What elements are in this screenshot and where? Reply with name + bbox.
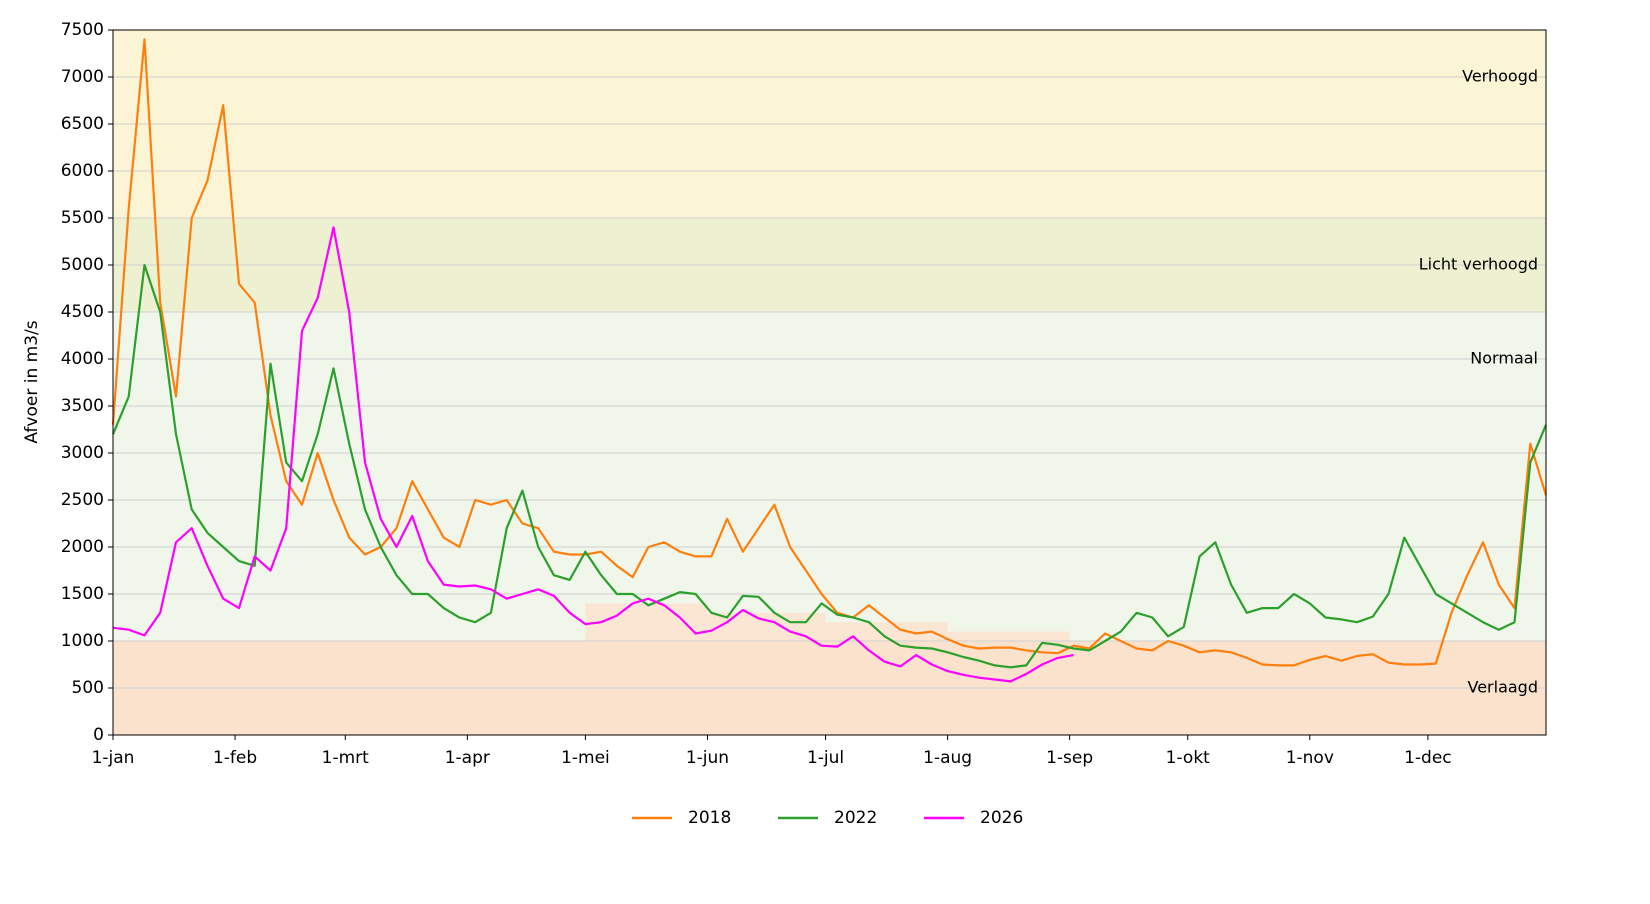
x-tick-label: 1-apr bbox=[445, 748, 490, 768]
legend-label: 2022 bbox=[834, 808, 877, 828]
threshold-step bbox=[585, 603, 708, 641]
y-tick-label: 7000 bbox=[61, 67, 104, 87]
band-label: Verlaagd bbox=[1468, 678, 1539, 697]
band bbox=[113, 312, 1546, 641]
x-tick-label: 1-mrt bbox=[322, 748, 369, 768]
x-tick-label: 1-jul bbox=[807, 748, 844, 768]
y-tick-label: 2000 bbox=[61, 537, 104, 557]
x-tick-label: 1-nov bbox=[1286, 748, 1334, 768]
y-tick-label: 6500 bbox=[61, 114, 104, 134]
x-tick-label: 1-aug bbox=[923, 748, 972, 768]
threshold-step bbox=[947, 631, 1070, 641]
y-tick-label: 2500 bbox=[61, 490, 104, 510]
band-label: Licht verhoogd bbox=[1419, 255, 1538, 274]
legend-label: 2018 bbox=[688, 808, 731, 828]
x-tick-label: 1-mei bbox=[561, 748, 610, 768]
series-line bbox=[111, 38, 1548, 667]
x-tick-label: 1-sep bbox=[1046, 748, 1093, 768]
y-tick-label: 4500 bbox=[61, 302, 104, 322]
y-tick-label: 7500 bbox=[61, 20, 104, 40]
y-tick-label: 3500 bbox=[61, 396, 104, 416]
x-tick-label: 1-okt bbox=[1166, 748, 1211, 768]
lines bbox=[111, 38, 1548, 683]
y-axis-label: Afvoer in m3/s bbox=[22, 320, 42, 443]
x-tick-label: 1-jun bbox=[686, 748, 729, 768]
legend-label: 2026 bbox=[980, 808, 1023, 828]
bands bbox=[113, 30, 1546, 735]
y-tick-label: 6000 bbox=[61, 161, 104, 181]
x-tick-label: 1-jan bbox=[92, 748, 135, 768]
y-tick-label: 1000 bbox=[61, 631, 104, 651]
threshold-step bbox=[825, 622, 948, 641]
y-tick-label: 5000 bbox=[61, 255, 104, 275]
y-tick-label: 5500 bbox=[61, 208, 104, 228]
y-tick-label: 4000 bbox=[61, 349, 104, 369]
y-tick-label: 0 bbox=[93, 725, 104, 745]
band-label: Normaal bbox=[1470, 349, 1538, 368]
y-tick-label: 1500 bbox=[61, 584, 104, 604]
x-tick-label: 1-dec bbox=[1404, 748, 1452, 768]
y-tick-label: 3000 bbox=[61, 443, 104, 463]
axes: Verhoogd Licht verhoogd Normaal Verlaagd 0 50… bbox=[61, 20, 1547, 768]
plot-frame bbox=[112, 29, 1547, 736]
x-tick-label: 1-feb bbox=[213, 748, 257, 768]
series-line bbox=[111, 263, 1548, 669]
series-line bbox=[112, 226, 1074, 683]
y-tick-label: 500 bbox=[72, 678, 104, 698]
band-label: Verhoogd bbox=[1462, 67, 1538, 86]
